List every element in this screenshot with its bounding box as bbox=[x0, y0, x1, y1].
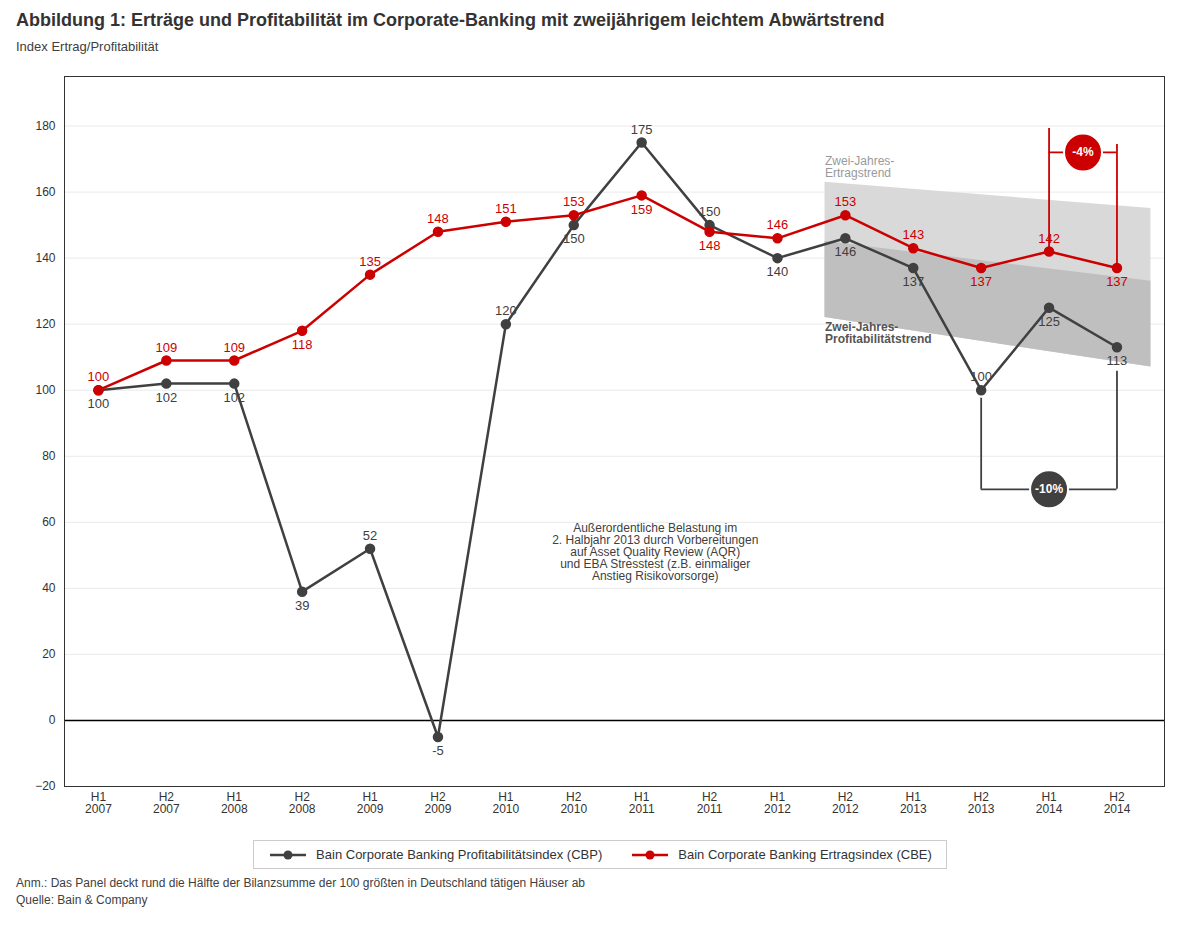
html-text:Quelle: Bain & Company: Quelle: Bain & Company bbox=[16, 893, 148, 907]
svg-text:52: 52 bbox=[363, 528, 377, 543]
svg-text:-10%: -10% bbox=[1035, 482, 1063, 496]
svg-text:Zwei-Jahres-Ertragstrend: Zwei-Jahres-Ertragstrend bbox=[825, 154, 894, 180]
svg-text:102: 102 bbox=[223, 390, 245, 405]
svg-text:H12014: H12014 bbox=[1036, 790, 1063, 816]
svg-text:137: 137 bbox=[902, 274, 924, 289]
svg-text:148: 148 bbox=[699, 238, 721, 253]
svg-text:H12011: H12011 bbox=[629, 790, 655, 816]
svg-text:H12009: H12009 bbox=[357, 790, 384, 816]
svg-text:0: 0 bbox=[49, 713, 56, 727]
svg-text:H22014: H22014 bbox=[1104, 790, 1131, 816]
svg-text:40: 40 bbox=[42, 581, 56, 595]
svg-text:H22009: H22009 bbox=[425, 790, 452, 816]
svg-text:-4%: -4% bbox=[1072, 145, 1094, 159]
svg-text:100: 100 bbox=[88, 369, 110, 384]
svg-text:Zwei-Jahres-Profitabilitätstre: Zwei-Jahres-Profitabilitätstrend bbox=[825, 320, 932, 346]
svg-text:120: 120 bbox=[35, 317, 55, 331]
svg-text:H22010: H22010 bbox=[560, 790, 587, 816]
svg-text:151: 151 bbox=[495, 201, 517, 216]
svg-text:160: 160 bbox=[35, 185, 55, 199]
svg-text:113: 113 bbox=[1107, 353, 1128, 368]
svg-text:143: 143 bbox=[902, 227, 924, 242]
svg-text:H22012: H22012 bbox=[832, 790, 859, 816]
svg-text:H12008: H12008 bbox=[221, 790, 248, 816]
svg-text:109: 109 bbox=[156, 340, 178, 355]
svg-text:153: 153 bbox=[563, 194, 585, 209]
html-text:Anm.: Das Panel deckt rund die: Anm.: Das Panel deckt rund die Hälfte de… bbox=[16, 876, 585, 890]
svg-text:100: 100 bbox=[35, 383, 55, 397]
svg-text:153: 153 bbox=[835, 194, 857, 209]
svg-text:146: 146 bbox=[767, 217, 789, 232]
svg-text:−20: −20 bbox=[35, 779, 56, 793]
svg-text:120: 120 bbox=[495, 303, 517, 318]
svg-text:39: 39 bbox=[295, 598, 309, 613]
svg-text:100: 100 bbox=[88, 396, 110, 411]
svg-text:109: 109 bbox=[223, 340, 245, 355]
svg-text:140: 140 bbox=[35, 251, 55, 265]
svg-text:102: 102 bbox=[156, 390, 178, 405]
svg-text:H12010: H12010 bbox=[493, 790, 520, 816]
svg-text:180: 180 bbox=[35, 119, 55, 133]
svg-text:H12013: H12013 bbox=[900, 790, 927, 816]
svg-text:140: 140 bbox=[767, 264, 789, 279]
svg-text:125: 125 bbox=[1038, 314, 1060, 329]
svg-text:H12007: H12007 bbox=[85, 790, 112, 816]
html-text:Bain Corporate Banking Profita: Bain Corporate Banking Profitabilitätsin… bbox=[316, 847, 603, 862]
svg-text:146: 146 bbox=[835, 244, 857, 259]
svg-text:20: 20 bbox=[42, 647, 56, 661]
svg-text:100: 100 bbox=[970, 369, 992, 384]
svg-text:Außerordentliche Belastung im2: Außerordentliche Belastung im2. Halbjahr… bbox=[552, 521, 758, 583]
svg-text:148: 148 bbox=[427, 211, 449, 226]
svg-text:150: 150 bbox=[699, 204, 721, 219]
svg-text:175: 175 bbox=[631, 122, 653, 137]
svg-text:80: 80 bbox=[42, 449, 56, 463]
svg-text:H22007: H22007 bbox=[153, 790, 180, 816]
html-text:Index Ertrag/Profitabilität: Index Ertrag/Profitabilität bbox=[16, 39, 159, 54]
svg-text:135: 135 bbox=[359, 254, 381, 269]
svg-text:150: 150 bbox=[563, 231, 585, 246]
svg-text:H22013: H22013 bbox=[968, 790, 995, 816]
svg-text:H12012: H12012 bbox=[764, 790, 791, 816]
svg-text:118: 118 bbox=[292, 337, 313, 352]
svg-text:60: 60 bbox=[42, 515, 56, 529]
svg-text:H22011: H22011 bbox=[697, 790, 723, 816]
svg-text:137: 137 bbox=[970, 274, 992, 289]
svg-text:137: 137 bbox=[1106, 274, 1128, 289]
svg-text:H22008: H22008 bbox=[289, 790, 316, 816]
svg-text:-5: -5 bbox=[432, 743, 444, 758]
svg-text:142: 142 bbox=[1038, 230, 1060, 246]
html-text:Bain Corporate Banking Ertrags: Bain Corporate Banking Ertragsindex (CBE… bbox=[678, 847, 932, 862]
svg-text:159: 159 bbox=[631, 202, 653, 217]
html-text:Abbildung 1: Erträge und Profi: Abbildung 1: Erträge und Profitabilität … bbox=[16, 10, 885, 30]
